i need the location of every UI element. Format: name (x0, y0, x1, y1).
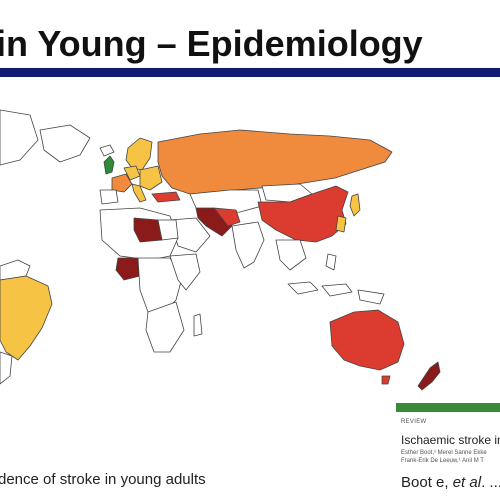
region-turkey (151, 191, 181, 203)
reference-accent-bar (396, 403, 500, 412)
region-eastern-europe (139, 165, 163, 191)
map-caption: dence of stroke in young adults (0, 471, 206, 488)
region-greenland (39, 124, 91, 163)
region-philippines (325, 253, 337, 271)
region-east-africa (169, 253, 201, 291)
region-india (231, 221, 265, 269)
title-divider (0, 68, 500, 77)
region-tasmania (381, 375, 391, 385)
region-japan (349, 193, 361, 217)
region-china (257, 185, 349, 243)
region-afghanistan (213, 207, 241, 227)
region-france (111, 173, 133, 193)
region-new-zealand (417, 361, 441, 391)
citation-tail: . ... (481, 474, 500, 491)
region-indonesia-2 (321, 283, 353, 297)
region-spain (99, 189, 119, 205)
region-egypt (157, 219, 179, 241)
world-incidence-map (0, 109, 441, 391)
region-new-guinea (357, 289, 385, 305)
region-italy (131, 183, 147, 203)
region-north-america (0, 109, 39, 166)
region-russia (157, 129, 393, 195)
region-scandinavia (125, 137, 153, 171)
reference-citation: Boot e, et al. ... (401, 474, 500, 491)
region-indonesia-1 (287, 281, 319, 295)
reference-authors-line-1: Esther Boot,¹ Merel Sanne Ekke (401, 450, 487, 456)
reference-title: Ischaemic stroke in (401, 433, 500, 447)
region-madagascar (193, 313, 203, 337)
region-southeast-asia (275, 239, 307, 271)
region-korea (335, 215, 347, 233)
region-iceland (99, 144, 115, 157)
region-southern-africa (145, 301, 185, 353)
reference-authors-line-2: Frank-Erik De Leeuw,¹ Anil M T (401, 458, 484, 464)
reference-kicker: REVIEW (401, 419, 427, 425)
citation-author: Boot e, (401, 474, 449, 491)
region-libya (133, 217, 163, 243)
citation-et-al: et al (452, 474, 482, 491)
region-nigeria (115, 257, 141, 281)
region-uk (103, 155, 115, 175)
region-brazil (0, 275, 53, 361)
region-australia (329, 309, 405, 371)
slide-title: in Young – Epidemiology (0, 23, 423, 64)
region-north-south-america (0, 259, 31, 281)
region-south-cone (0, 351, 13, 385)
